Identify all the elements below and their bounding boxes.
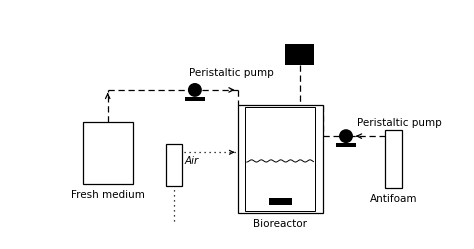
Bar: [245, 107, 315, 211]
Text: Peristaltic pump: Peristaltic pump: [357, 118, 442, 128]
Bar: [385, 130, 402, 188]
Bar: [336, 143, 356, 147]
Text: Antifoam: Antifoam: [370, 194, 417, 204]
Text: Fresh medium: Fresh medium: [71, 190, 145, 200]
Bar: [268, 198, 292, 204]
Bar: [285, 44, 314, 65]
Text: Air: Air: [185, 156, 199, 166]
Bar: [82, 122, 133, 184]
Text: Peristaltic pump: Peristaltic pump: [189, 68, 273, 78]
Bar: [237, 105, 323, 213]
Text: Bioreactor: Bioreactor: [253, 219, 307, 229]
Bar: [185, 97, 205, 101]
Bar: [166, 144, 182, 186]
Circle shape: [188, 83, 202, 97]
Circle shape: [339, 129, 353, 143]
